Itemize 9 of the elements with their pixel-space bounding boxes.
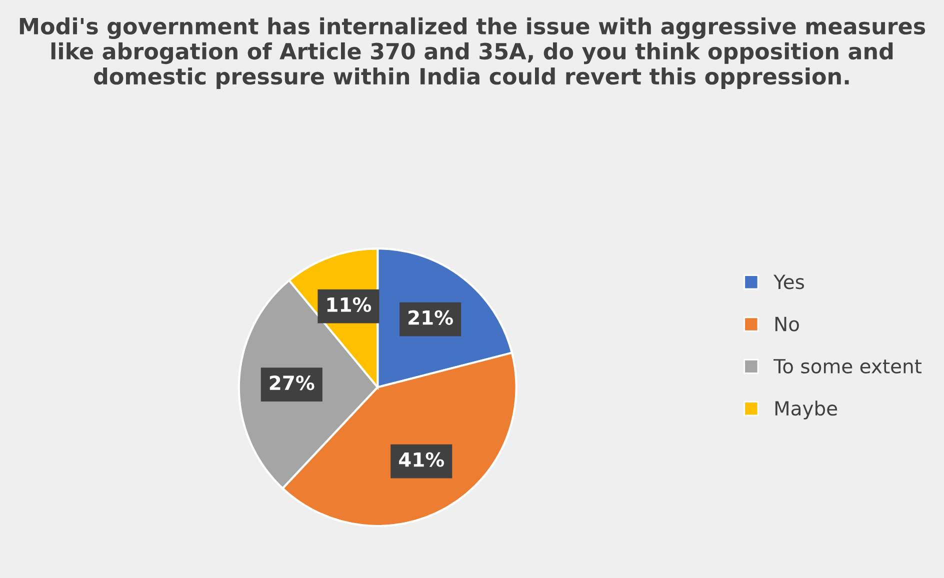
data-label: 11% xyxy=(327,297,372,312)
legend-label: Yes xyxy=(774,274,804,290)
legend-label: To some extent xyxy=(773,359,922,374)
legend-label: No xyxy=(775,316,799,332)
data-label: 41% xyxy=(398,452,444,467)
data-label: 21% xyxy=(408,310,453,325)
legend-label: Maybe xyxy=(775,400,838,420)
data-label: 27% xyxy=(270,375,314,390)
chart-title: Modi's government has internalized the issue with aggressive measures like abrogation of Article 370 and 35A, do you think opposition and domestic pressure within India could revert this oppression. xyxy=(20,17,926,89)
